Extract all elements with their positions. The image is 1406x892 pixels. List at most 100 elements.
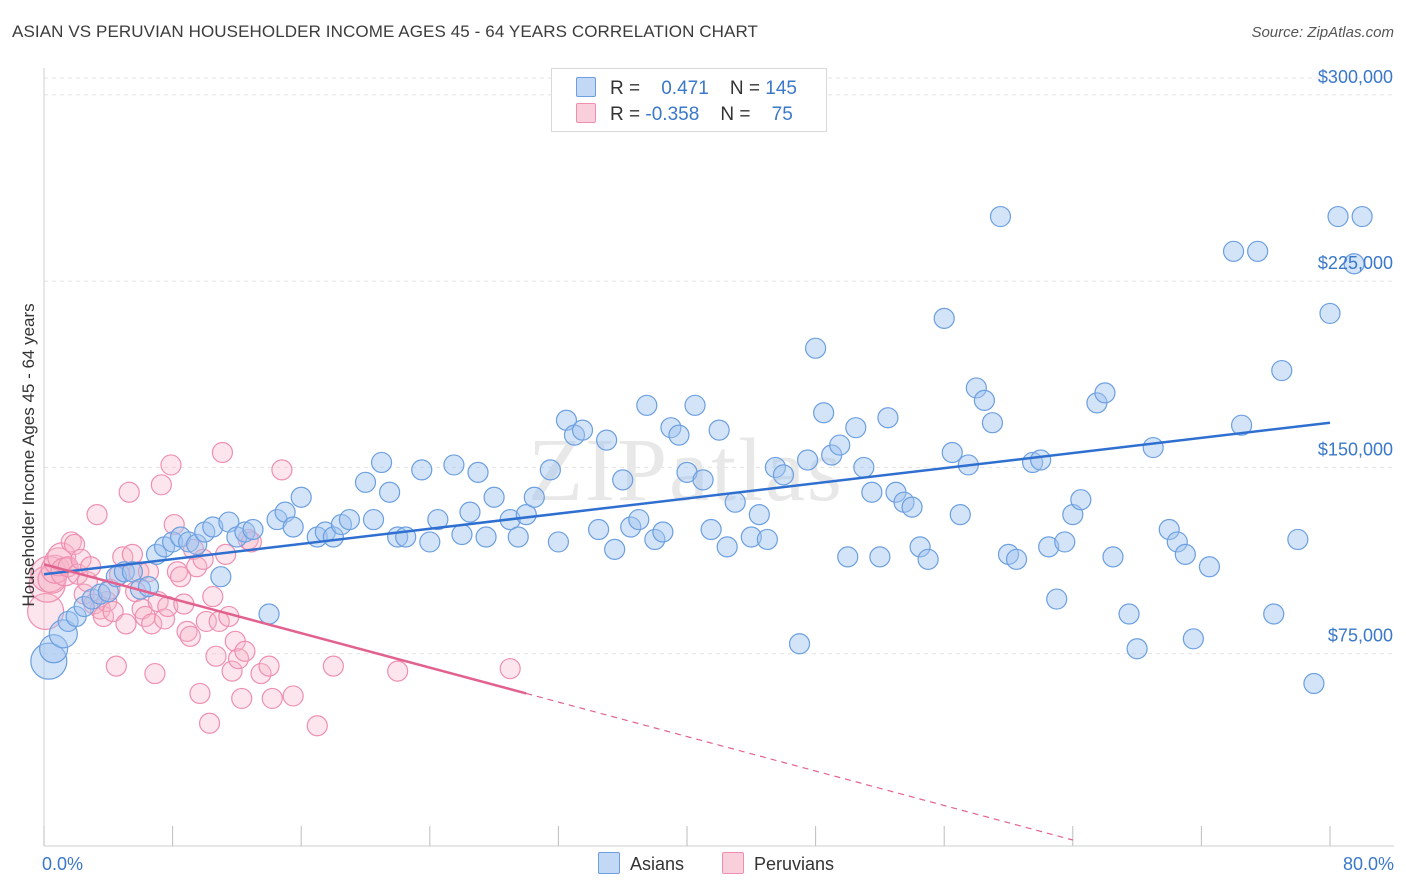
asian-point [981,412,1004,434]
asian-point [121,561,144,583]
asian-point [1271,359,1293,382]
x-tick-label-min: 0.0% [42,854,83,874]
axes [43,68,1394,847]
asians-legend-swatch [598,852,620,874]
asian-point [242,518,264,541]
asian-point [612,469,634,491]
peruvian-point [144,662,166,685]
peruvian-point [306,715,328,737]
asian-point [1230,414,1253,436]
asian-point [788,633,811,655]
y-tick-label-3: $300,000 [1318,67,1393,87]
peruvian-point [205,645,227,667]
peruvian-point [141,613,163,635]
y-tick-label-1: $150,000 [1318,439,1393,459]
asian-point [933,307,955,329]
asian-point [772,464,795,486]
asian-point [443,454,465,476]
asian-point [644,528,666,551]
asian-point [370,451,393,474]
asian-point [764,456,787,479]
asian-point [1054,531,1076,553]
chart-source: Source: ZipAtlas.com [1251,24,1394,41]
asians-trend-line [43,421,1331,576]
peruvian-point [195,610,217,633]
peruvian-point [115,613,137,635]
asian-point [909,536,931,558]
legend-n-value: 145 [765,78,797,99]
peruvian-point [60,531,82,553]
asian-point [877,407,899,429]
peruvian-point [258,655,280,677]
y-tick-label-2: $225,000 [1318,253,1393,273]
asian-point [1094,382,1116,404]
asian-point [1287,528,1309,551]
asian-point [861,481,883,503]
asian-point [379,481,401,503]
legend-n-label: N = [729,78,761,99]
asian-point [1343,253,1365,275]
asian-point [989,205,1012,228]
peruvian-point [86,504,108,526]
grid-lines [44,77,1394,655]
asian-point [1142,436,1164,459]
peruvian-point [231,687,253,710]
peruvian-point [179,625,201,647]
asian-point [1118,603,1140,625]
asian-point [692,469,714,491]
legend-row-peruvians: R = -0.358 N = 75 [576,103,793,127]
peruvian-point [261,687,283,710]
asian-point [587,518,610,541]
trend-lines [43,421,1331,841]
asian-point [459,501,481,523]
peruvian-point [234,640,256,662]
asian-point [949,504,971,526]
asian-point [1247,240,1269,262]
asian-point [596,429,618,451]
peruvian-point [499,658,521,680]
peruvian-point [271,459,293,481]
asian-point [716,536,738,558]
asian-point [700,518,722,541]
peruvian-point [105,655,127,677]
asian-point [660,417,682,439]
asian-point [668,424,690,446]
y-axis-title: Householder Income Ages 45 - 64 years [19,303,38,606]
asian-point [1303,672,1325,695]
y-tick-label-0: $75,000 [1328,626,1393,646]
asian-point [1222,240,1245,262]
peruvian-point [170,566,192,588]
asian-point [1198,556,1221,578]
asian-point [652,521,674,543]
asian-point [684,394,706,416]
peruvian-point [211,441,234,464]
asian-point [1174,543,1196,565]
asian-point [1102,546,1124,568]
asian-point [1126,638,1148,660]
peruvian-point [202,585,224,608]
asian-point [796,449,819,471]
asian-point [571,419,594,441]
legend-r-label: R = [610,104,641,125]
asian-point [539,459,561,481]
asian-point [845,417,867,439]
asian-point [1319,302,1341,325]
asian-point [178,531,200,553]
asian-point [1038,536,1060,558]
asian-point [628,508,650,531]
asian-point [1005,548,1028,570]
asian-point [1046,588,1068,610]
legend-row-asians: R = 0.471 N = 145 [576,77,797,101]
asian-point [813,402,835,424]
peruvians-legend-swatch [722,852,744,874]
legend-r-value: -0.358 [645,104,700,125]
asian-point [202,516,224,538]
asian-point [973,389,995,411]
peruvian-point [250,662,272,685]
asian-point [829,434,851,456]
asian-point [467,461,489,483]
peruvian-point [102,600,124,623]
peruvian-point [27,592,65,631]
peruvian-point [322,655,344,677]
